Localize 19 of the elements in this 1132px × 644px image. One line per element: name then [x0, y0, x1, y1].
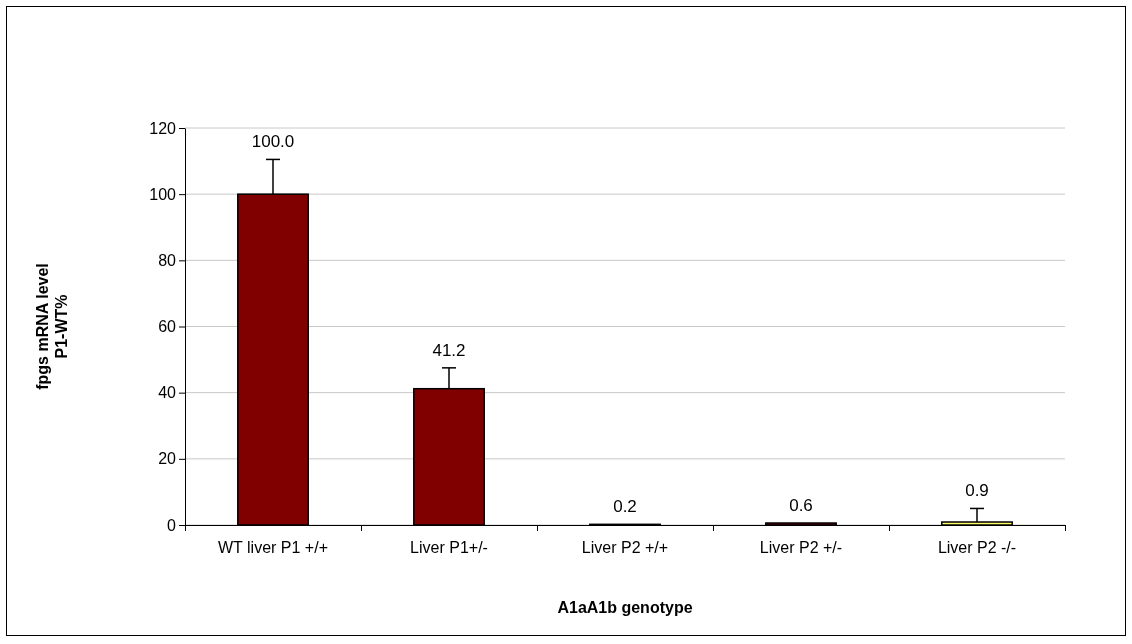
- x-tick-label: WT liver P1 +/+: [218, 539, 328, 556]
- y-tick-label: 60: [158, 318, 177, 336]
- y-tick-label: 100: [149, 185, 177, 203]
- y-tick-label: 80: [158, 251, 177, 269]
- x-axis-title: A1aA1b genotype: [557, 599, 693, 616]
- y-tick-label: 20: [158, 450, 177, 468]
- y-axis-title: fpgs mRNA level P1-WT%: [34, 263, 70, 390]
- y-tick-label: 0: [167, 516, 177, 534]
- data-label: 0.6: [789, 496, 813, 516]
- y-tick-label: 120: [149, 119, 177, 137]
- y-tick-label: 40: [158, 384, 177, 402]
- x-tick-label: Liver P1+/-: [410, 539, 488, 556]
- data-label: 0.2: [613, 497, 637, 517]
- x-tick-label: Liver P2 -/-: [937, 539, 1017, 556]
- data-label: 0.9: [965, 481, 989, 501]
- x-tick-label: Liver P2 +/-: [759, 539, 843, 556]
- data-label: 41.2: [432, 340, 466, 360]
- x-tick-label: Liver P2 +/+: [581, 539, 669, 556]
- data-label: 100.0: [251, 132, 295, 152]
